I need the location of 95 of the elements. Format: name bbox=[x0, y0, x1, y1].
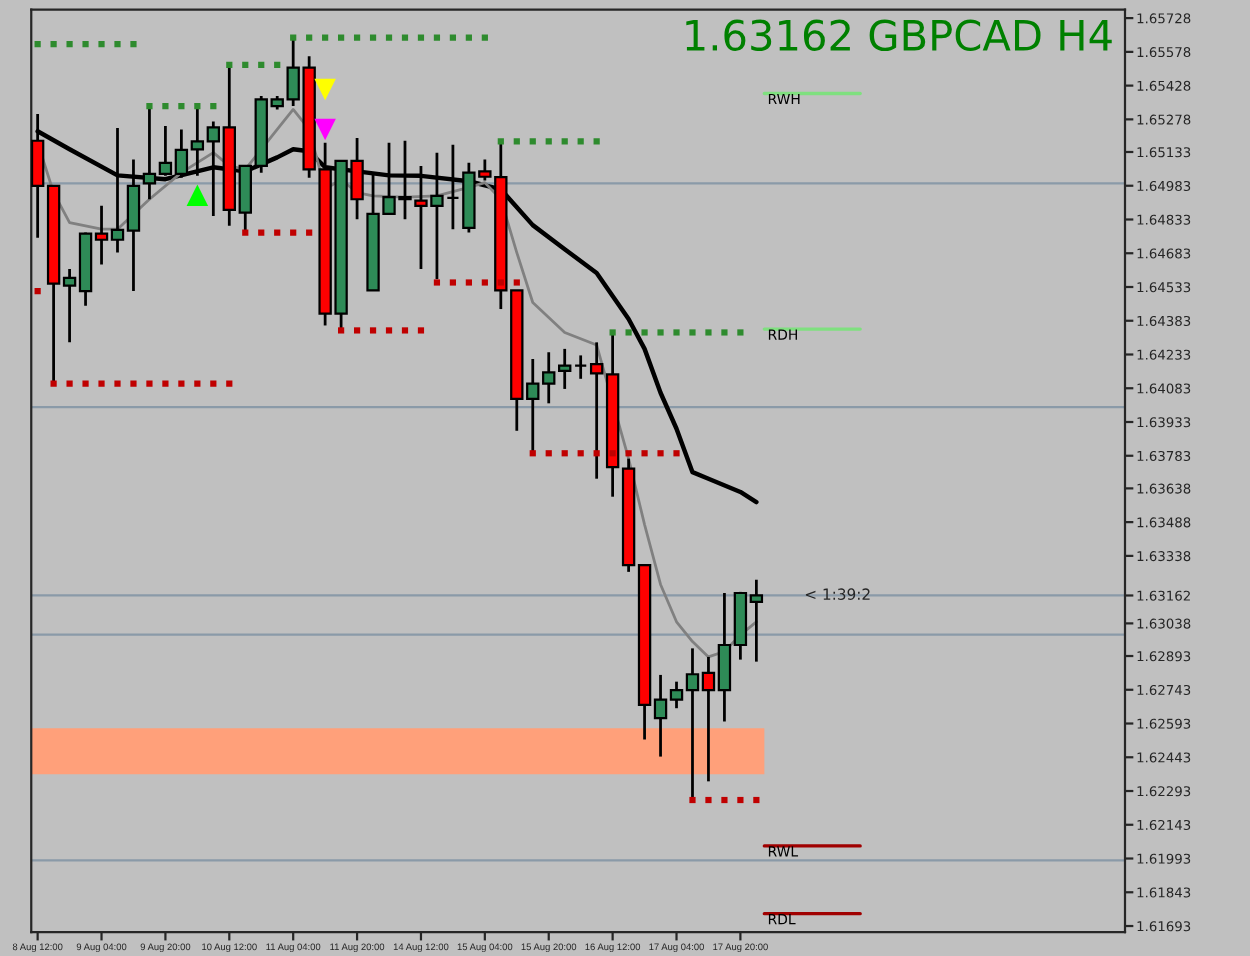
point bbox=[481, 279, 488, 286]
point bbox=[689, 329, 696, 336]
point bbox=[258, 61, 265, 69]
point bbox=[274, 61, 281, 69]
point bbox=[82, 41, 89, 48]
point bbox=[66, 380, 73, 387]
point bbox=[497, 138, 504, 145]
point bbox=[401, 34, 409, 41]
point bbox=[146, 380, 153, 387]
point bbox=[673, 450, 680, 457]
point bbox=[721, 329, 728, 336]
point bbox=[657, 450, 664, 457]
point bbox=[481, 34, 488, 41]
point bbox=[497, 279, 504, 286]
point bbox=[306, 34, 313, 41]
point bbox=[274, 229, 281, 236]
point bbox=[98, 41, 105, 48]
point bbox=[353, 34, 361, 41]
point bbox=[449, 34, 457, 41]
point bbox=[322, 34, 329, 41]
point bbox=[162, 102, 169, 110]
point bbox=[178, 102, 185, 110]
point bbox=[290, 34, 297, 41]
text: 1.63162 GBPCAD H4 bbox=[686, 19, 1112, 52]
point bbox=[242, 61, 249, 69]
point bbox=[50, 41, 57, 48]
point bbox=[242, 229, 249, 236]
point bbox=[545, 450, 552, 457]
point bbox=[529, 450, 536, 457]
point bbox=[625, 329, 632, 336]
point bbox=[338, 327, 345, 334]
point bbox=[609, 329, 616, 336]
point bbox=[593, 450, 600, 457]
point bbox=[401, 327, 409, 334]
point bbox=[561, 450, 568, 457]
point bbox=[609, 450, 616, 457]
point bbox=[114, 41, 121, 48]
point bbox=[513, 279, 520, 286]
point bbox=[306, 229, 313, 236]
point bbox=[290, 229, 297, 236]
candlestick bbox=[573, 354, 588, 381]
point bbox=[657, 329, 664, 336]
point bbox=[130, 41, 137, 48]
point bbox=[721, 796, 728, 804]
point bbox=[689, 796, 696, 804]
point bbox=[529, 138, 536, 145]
point bbox=[210, 380, 217, 387]
point bbox=[577, 450, 584, 457]
point bbox=[186, 184, 209, 206]
point bbox=[561, 138, 568, 145]
point bbox=[194, 102, 201, 110]
point bbox=[449, 279, 457, 286]
point bbox=[673, 329, 680, 336]
point bbox=[385, 327, 393, 334]
point bbox=[513, 138, 520, 145]
point bbox=[314, 78, 336, 101]
point bbox=[146, 102, 153, 110]
point bbox=[417, 34, 425, 41]
point bbox=[705, 796, 712, 804]
point bbox=[465, 279, 472, 286]
point bbox=[66, 41, 73, 48]
point bbox=[162, 380, 169, 387]
point bbox=[417, 327, 425, 334]
point bbox=[577, 138, 584, 145]
point bbox=[369, 327, 377, 334]
point bbox=[433, 34, 441, 41]
point bbox=[34, 41, 41, 48]
point bbox=[210, 102, 217, 110]
point bbox=[114, 380, 121, 387]
point bbox=[737, 796, 744, 804]
point bbox=[194, 380, 201, 387]
point bbox=[226, 380, 233, 387]
point bbox=[753, 796, 760, 804]
point bbox=[625, 450, 632, 457]
point bbox=[433, 279, 441, 286]
point bbox=[705, 329, 712, 336]
point bbox=[353, 327, 361, 334]
point bbox=[34, 287, 41, 295]
point bbox=[130, 380, 137, 387]
point bbox=[338, 34, 345, 41]
point bbox=[226, 61, 233, 69]
point bbox=[178, 380, 185, 387]
point bbox=[258, 229, 265, 236]
point bbox=[465, 34, 472, 41]
point bbox=[641, 329, 648, 336]
point bbox=[98, 380, 105, 387]
point bbox=[385, 34, 393, 41]
point bbox=[82, 380, 89, 387]
point bbox=[593, 138, 600, 145]
point bbox=[737, 329, 744, 336]
point bbox=[50, 380, 57, 387]
point bbox=[369, 34, 377, 41]
point bbox=[641, 450, 648, 457]
point bbox=[314, 118, 336, 141]
point bbox=[545, 138, 552, 145]
